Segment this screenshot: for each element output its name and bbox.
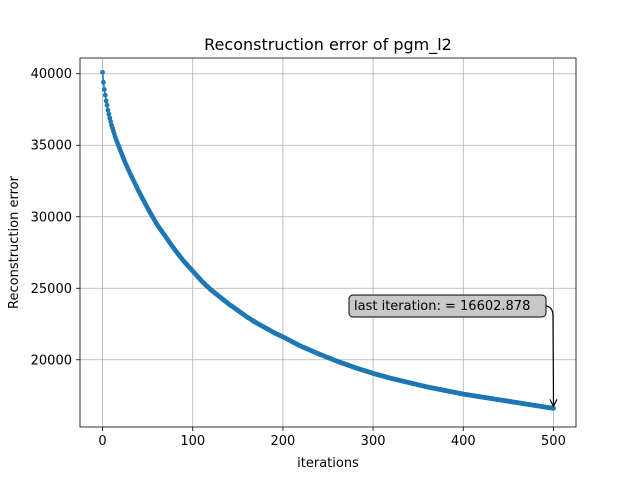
plot-frame xyxy=(79,57,577,428)
y-tick-label: 25000 xyxy=(31,282,72,297)
data-point xyxy=(101,79,106,85)
x-tick-label: 100 xyxy=(180,434,205,449)
y-tick-label: 20000 xyxy=(31,353,72,368)
y-tick-label: 35000 xyxy=(31,139,72,154)
data-point xyxy=(100,69,105,75)
y-tick-label: 40000 xyxy=(31,67,72,82)
x-tick-label: 400 xyxy=(451,434,476,449)
x-tick-label: 0 xyxy=(98,434,106,449)
annotation-arrow xyxy=(545,305,555,405)
annotation-arrowhead xyxy=(549,399,558,408)
data-point xyxy=(101,87,107,92)
annotation-group: last iteration: = 16602.878 xyxy=(348,294,558,408)
chart-title: Reconstruction error of pgm_l2 xyxy=(204,35,452,55)
data-point xyxy=(105,107,111,113)
x-axis-title: iterations xyxy=(297,456,359,471)
y-axis-title: Reconstruction error xyxy=(7,175,22,309)
grid xyxy=(80,58,576,427)
y-tick-label: 30000 xyxy=(31,210,72,225)
data-point xyxy=(551,405,556,411)
data-point xyxy=(104,102,110,108)
x-tick-label: 300 xyxy=(361,434,386,449)
data-point xyxy=(106,111,112,117)
axes-frame xyxy=(79,57,577,428)
tick-layer: 0 100 200 300 400 500 20000 25000 30000 35000 4000… xyxy=(31,67,566,449)
x-tick-label: 500 xyxy=(541,434,566,449)
series-layer xyxy=(100,69,556,411)
x-tick-label: 200 xyxy=(270,434,295,449)
data-point xyxy=(103,98,109,104)
annotation-text: last iteration: = 16602.878 xyxy=(354,299,530,314)
data-point xyxy=(102,92,108,98)
